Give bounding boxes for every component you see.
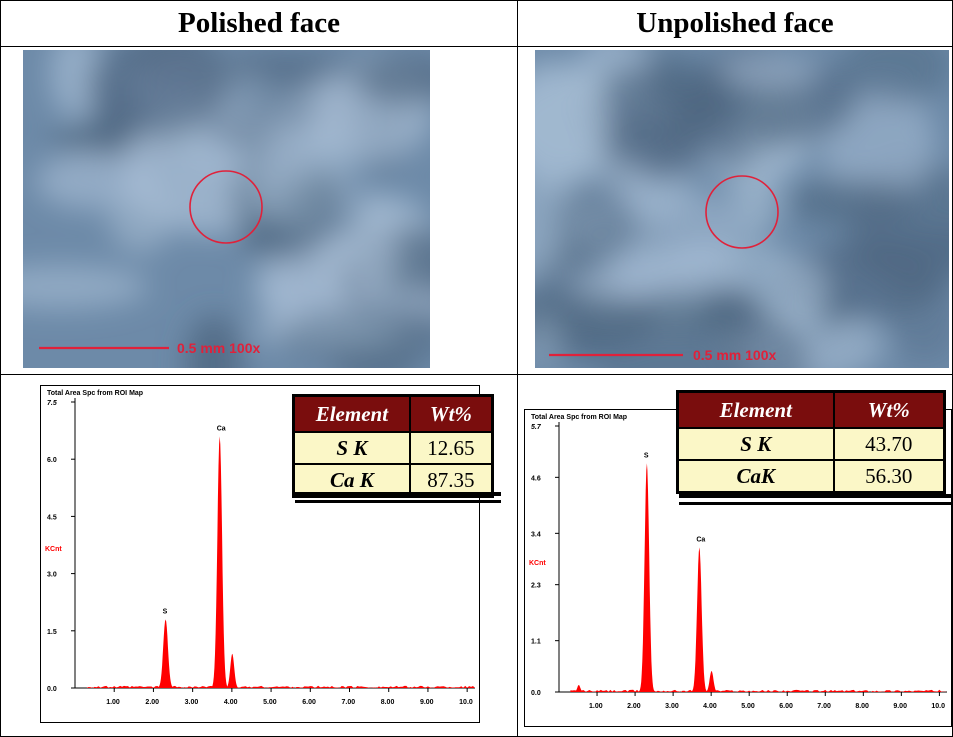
x-tick-label: 2.00 bbox=[145, 699, 159, 706]
wt-value-cell: 56.30 bbox=[834, 460, 945, 493]
table-shadow-polished-2 bbox=[295, 500, 501, 503]
peak-label: Ca bbox=[217, 425, 226, 432]
spectrum-peak bbox=[704, 671, 719, 692]
column-header-wt: Wt% bbox=[410, 396, 493, 433]
x-tick-label: 10.0 bbox=[931, 703, 945, 710]
wt-value-cell: 12.65 bbox=[410, 432, 493, 464]
x-tick-label: 1.00 bbox=[589, 703, 603, 710]
composition-table-unpolished: Element Wt% S K 43.70 CaK 56.30 bbox=[676, 390, 946, 494]
element-cell: S K bbox=[294, 432, 410, 464]
x-tick-label: 4.00 bbox=[703, 703, 717, 710]
y-tick-label: 2.3 bbox=[531, 583, 541, 590]
scale-label: 0.5 mm 100x bbox=[177, 340, 260, 356]
micrograph-polished: 0.5 mm 100x bbox=[23, 50, 430, 368]
spectrum-baseline bbox=[570, 690, 947, 692]
y-tick-label: 7.5 bbox=[47, 400, 57, 407]
y-axis-label: KCnt bbox=[45, 546, 62, 553]
column-header-element: Element bbox=[678, 392, 834, 429]
peak-label: Ca bbox=[696, 536, 705, 543]
table-border-left bbox=[0, 0, 1, 737]
x-tick-label: 6.00 bbox=[779, 703, 793, 710]
spectrum-peak bbox=[224, 654, 240, 688]
x-tick-label: 5.00 bbox=[263, 699, 277, 706]
y-tick-label: 0.0 bbox=[47, 686, 57, 693]
element-cell: S K bbox=[678, 428, 834, 460]
table-row: S K 12.65 bbox=[294, 432, 493, 464]
y-tick-label: 3.0 bbox=[47, 572, 57, 579]
x-tick-label: 8.00 bbox=[855, 703, 869, 710]
spectrum-peak bbox=[638, 463, 656, 692]
spectrum-peak bbox=[210, 436, 229, 688]
spectrum-peak bbox=[690, 547, 708, 692]
table-shadow-unpolished bbox=[679, 494, 951, 498]
table-border-header bbox=[0, 46, 953, 47]
x-tick-label: 6.00 bbox=[302, 699, 316, 706]
y-tick-label: 4.5 bbox=[47, 514, 57, 521]
x-tick-label: 8.00 bbox=[381, 699, 395, 706]
element-cell: CaK bbox=[678, 460, 834, 493]
x-tick-label: 9.00 bbox=[420, 699, 434, 706]
y-tick-label: 4.6 bbox=[531, 475, 541, 482]
spectrum-title: Total Area Spc from ROI Map bbox=[47, 390, 143, 397]
table-row: CaK 56.30 bbox=[678, 460, 945, 493]
header-polished-face: Polished face bbox=[1, 0, 517, 46]
x-tick-label: 1.00 bbox=[106, 699, 120, 706]
table-border-center bbox=[517, 0, 518, 737]
y-axis-label: KCnt bbox=[529, 560, 546, 567]
peak-label: S bbox=[644, 452, 649, 459]
y-tick-label: 3.4 bbox=[531, 531, 541, 538]
y-tick-label: 5.7 bbox=[531, 424, 542, 431]
x-tick-label: 2.00 bbox=[627, 703, 641, 710]
composition-table-polished: Element Wt% S K 12.65 Ca K 87.35 bbox=[292, 394, 494, 498]
x-tick-label: 5.00 bbox=[741, 703, 755, 710]
spectrum-peak bbox=[156, 619, 175, 688]
table-row: S K 43.70 bbox=[678, 428, 945, 460]
x-tick-label: 10.0 bbox=[459, 699, 473, 706]
y-tick-label: 6.0 bbox=[47, 457, 57, 464]
x-tick-label: 9.00 bbox=[893, 703, 907, 710]
spectrum-baseline bbox=[87, 686, 475, 688]
x-tick-label: 7.00 bbox=[817, 703, 831, 710]
x-tick-label: 3.00 bbox=[665, 703, 679, 710]
table-shadow-unpolished-2 bbox=[679, 502, 951, 505]
table-shadow-polished bbox=[295, 492, 501, 496]
x-tick-label: 3.00 bbox=[185, 699, 199, 706]
wt-value-cell: 43.70 bbox=[834, 428, 945, 460]
table-border-middle bbox=[0, 374, 953, 375]
column-header-element: Element bbox=[294, 396, 410, 433]
scale-label: 0.5 mm 100x bbox=[693, 347, 776, 363]
header-unpolished-face: Unpolished face bbox=[518, 0, 952, 46]
y-tick-label: 1.5 bbox=[47, 629, 57, 636]
peak-label: S bbox=[163, 608, 168, 615]
y-tick-label: 1.1 bbox=[531, 639, 541, 646]
column-header-wt: Wt% bbox=[834, 392, 945, 429]
y-tick-label: 0.0 bbox=[531, 690, 541, 697]
spectrum-title: Total Area Spc from ROI Map bbox=[531, 414, 627, 421]
x-tick-label: 7.00 bbox=[342, 699, 356, 706]
x-tick-label: 4.00 bbox=[224, 699, 238, 706]
micrograph-unpolished: 0.5 mm 100x bbox=[535, 50, 949, 368]
